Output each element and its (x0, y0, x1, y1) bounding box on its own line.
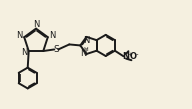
Text: N: N (80, 49, 86, 58)
Text: N: N (17, 31, 23, 40)
Text: N: N (49, 31, 55, 40)
Text: O: O (129, 52, 136, 61)
Text: H: H (83, 48, 88, 53)
Text: N: N (122, 52, 130, 61)
Text: S: S (53, 45, 59, 54)
Text: -: - (136, 52, 138, 58)
Text: N: N (21, 48, 27, 57)
Text: N: N (83, 36, 89, 45)
Text: N: N (33, 20, 39, 29)
Text: +: + (127, 52, 132, 57)
